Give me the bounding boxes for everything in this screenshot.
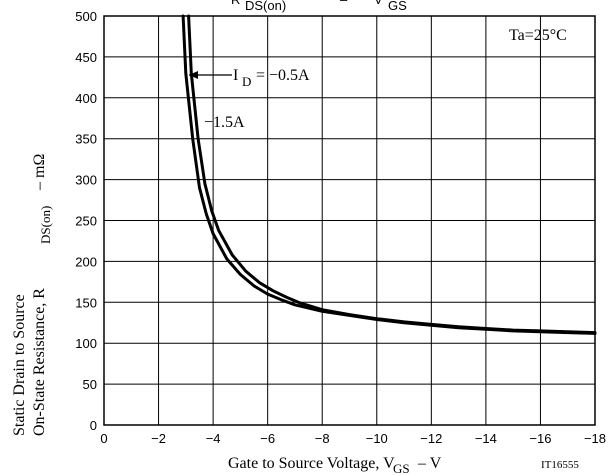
title-suffix: V [374, 0, 383, 7]
y-tick-label: 200 [75, 254, 97, 269]
temperature-annotation: Ta=25°C [509, 27, 567, 44]
title-suffix-subscript: GS [388, 0, 407, 13]
x-tick-labels: 0 −2 −4 −6 −8 −10 −12 −14 −16 −18 [100, 431, 606, 446]
y-tick-label: 50 [83, 377, 97, 392]
x-tick-label: 0 [100, 431, 107, 446]
title-subscript: DS(on) [245, 0, 286, 13]
arrowhead-icon [189, 71, 198, 79]
series-line-1 [187, 14, 597, 335]
x-tick-label: −10 [366, 431, 388, 446]
x-tick-label: −2 [151, 431, 166, 446]
series-line-0 [181, 14, 597, 335]
title-prefix: R [231, 0, 240, 7]
x-tick-label: −12 [420, 431, 442, 446]
x-tick-label: −16 [529, 431, 551, 446]
series-curves [181, 14, 597, 335]
y-tick-label: 300 [75, 173, 97, 188]
y-tick-label: 350 [75, 132, 97, 147]
y-axis-label-2: On-State Resistance, R DS(on) – mΩ [31, 154, 53, 436]
series-label-0: I D = −0.5A [189, 67, 310, 89]
title-dash: – [340, 0, 348, 7]
x-tick-label: −4 [206, 431, 221, 446]
y-tick-label: 0 [90, 418, 97, 433]
y-axis-label-line2-subscript: DS(on) [38, 206, 53, 244]
y-tick-label: 250 [75, 214, 97, 229]
x-axis-label-main: Gate to Source Voltage, V [228, 455, 395, 472]
series-label-0-suffix: = −0.5A [256, 67, 310, 84]
y-axis-label-line1: Static Drain to Source [11, 294, 28, 436]
x-axis-label-subscript: GS [393, 461, 410, 475]
y-tick-label: 100 [75, 336, 97, 351]
series-label-0-subscript: D [242, 74, 251, 89]
x-tick-label: −6 [260, 431, 275, 446]
grid [104, 16, 595, 425]
plot-frame [103, 15, 596, 426]
y-tick-label: 500 [75, 9, 97, 24]
chart-title: R DS(on) – V GS [231, 0, 407, 13]
y-axis-label: Static Drain to Source [11, 294, 28, 436]
y-tick-labels: 0 50 100 150 200 250 300 350 400 450 500 [75, 9, 97, 433]
y-tick-label: 150 [75, 295, 97, 310]
x-axis-label: Gate to Source Voltage, V GS – V [228, 455, 442, 475]
x-axis-label-unit: – V [417, 455, 442, 472]
x-tick-label: −18 [584, 431, 606, 446]
y-axis-label-line2-suffix: – mΩ [31, 154, 48, 191]
y-tick-label: 450 [75, 50, 97, 65]
x-tick-label: −14 [475, 431, 497, 446]
series-label-1: −1.5A [204, 114, 245, 131]
series-label-0-prefix: I [233, 67, 238, 84]
figure-id: IT16555 [541, 459, 579, 471]
x-tick-label: −8 [315, 431, 330, 446]
y-axis-label-line2-prefix: On-State Resistance, R [31, 288, 48, 436]
y-tick-label: 400 [75, 91, 97, 106]
